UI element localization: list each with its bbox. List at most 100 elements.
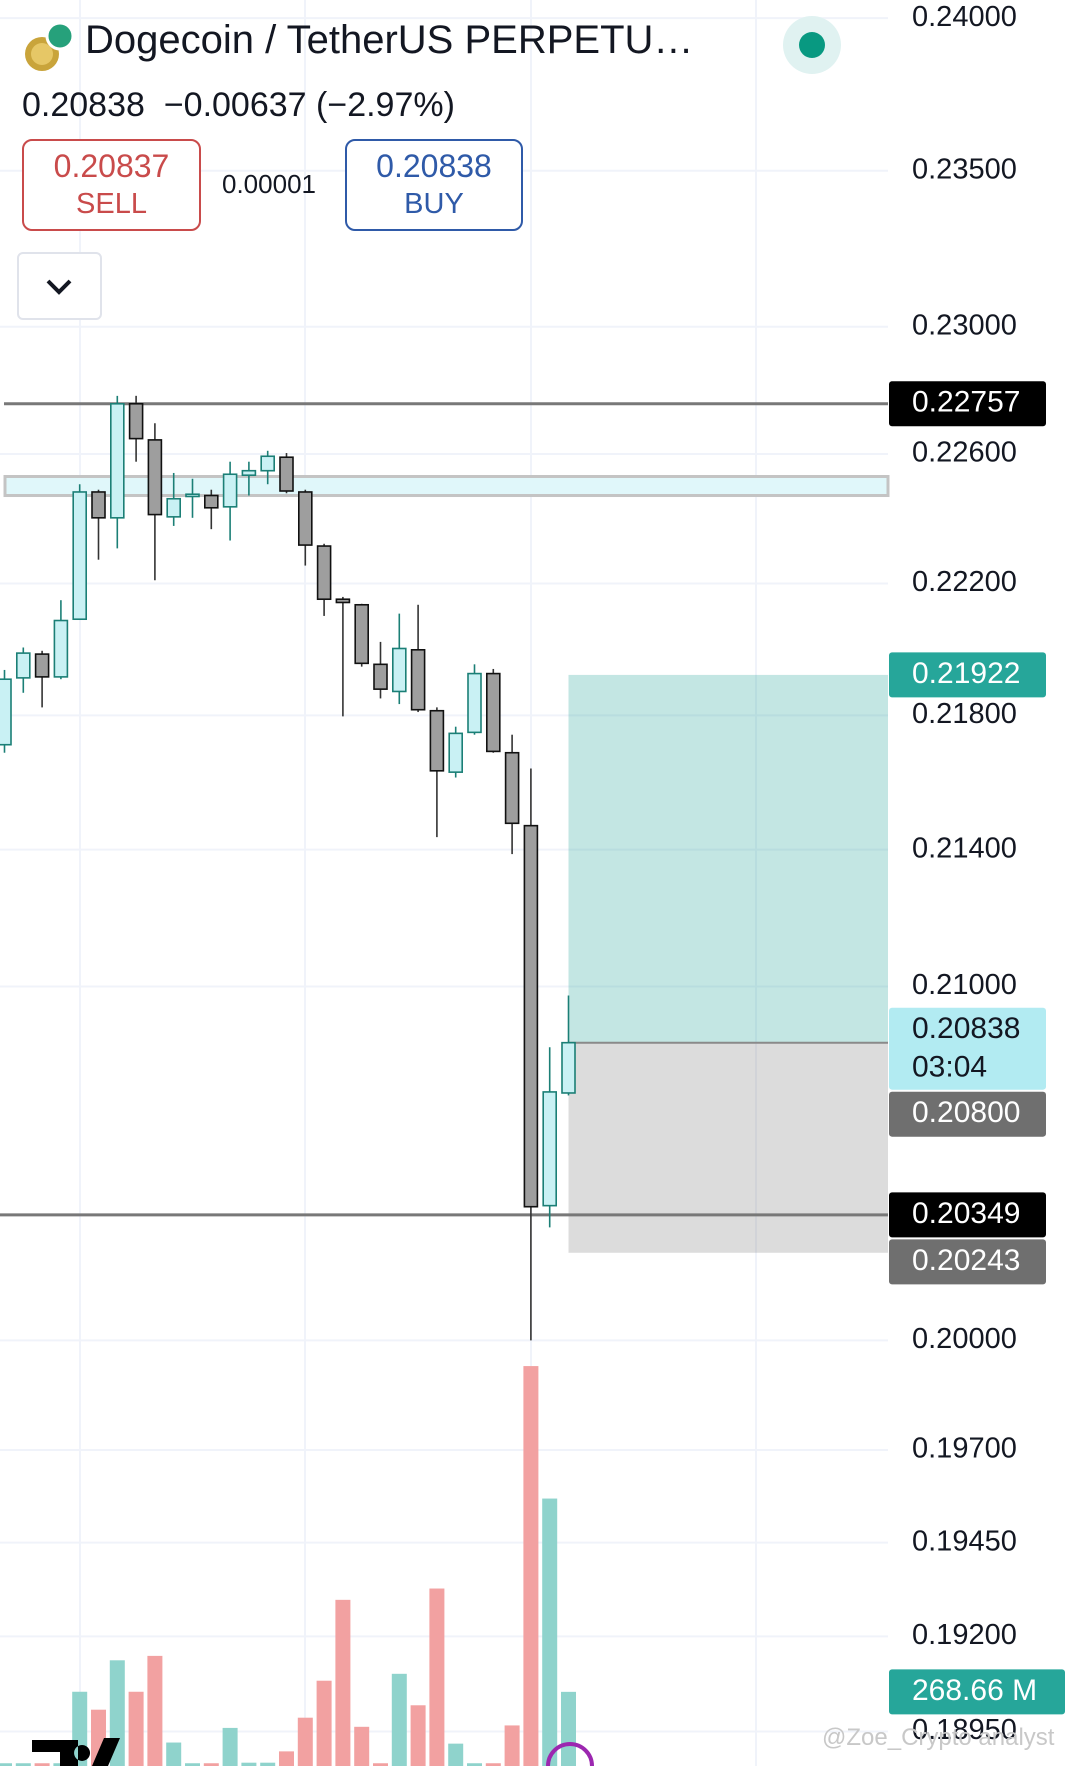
candle-body: [335, 598, 351, 604]
volume-bar: [542, 1498, 558, 1766]
price-tag: [889, 652, 1046, 698]
y-tick-label: 0.22600: [912, 437, 1017, 469]
status-button[interactable]: [782, 15, 842, 75]
position-loss: [568, 1042, 888, 1253]
price-tag-label: 0.20349: [912, 1197, 1020, 1230]
price-change: −0.00637 (−2.97%): [163, 86, 455, 124]
y-tick-label: 0.21800: [912, 698, 1017, 730]
candle-body: [260, 455, 276, 472]
price-tag-label: 0.20838: [912, 1012, 1020, 1045]
volume-tag: [889, 1669, 1065, 1715]
status-dot: [799, 32, 825, 58]
volume-bar: [354, 1726, 370, 1766]
candle-body: [448, 732, 464, 773]
position-profit: [568, 674, 888, 1043]
dropdown-button[interactable]: [17, 252, 102, 320]
symbol-logo: [25, 21, 75, 71]
price-tag-label: 0.21922: [912, 657, 1020, 690]
tv-logo: [32, 1738, 120, 1766]
y-tick-label: 0.22200: [912, 566, 1017, 598]
volume-bar: [297, 1717, 313, 1766]
price-tag-label: 0.20243: [912, 1244, 1020, 1277]
y-tick-label: 0.23500: [912, 153, 1017, 185]
volume-bar: [429, 1588, 445, 1766]
y-tick-label: 0.19700: [912, 1433, 1017, 1465]
last-price: 0.20838: [22, 86, 145, 124]
candle-body: [204, 494, 219, 509]
candle-body: [72, 491, 87, 621]
candle-body: [166, 497, 181, 518]
volume-bar: [561, 1691, 576, 1766]
volume-bar: [15, 1763, 31, 1766]
candle-body: [241, 469, 257, 477]
candle-body: [467, 672, 482, 734]
volume-bar: [222, 1727, 238, 1766]
candle-body: [504, 751, 520, 825]
buy-button[interactable]: 0.20838 BUY: [345, 139, 523, 231]
y-tick-label: 0.20000: [912, 1323, 1017, 1355]
candle-body: [485, 672, 501, 753]
volume-bar: [373, 1763, 388, 1766]
candle-body: [316, 545, 332, 601]
sell-button[interactable]: 0.20837 SELL: [22, 139, 201, 231]
candle-body: [53, 619, 69, 678]
volume-bar: [410, 1705, 426, 1766]
volume-bar: [185, 1763, 200, 1766]
candle-body: [147, 439, 163, 516]
candle-body: [15, 652, 31, 679]
volume-bar: [467, 1763, 482, 1766]
price-tag-label: 0.20800: [912, 1096, 1020, 1129]
tether-icon: [45, 21, 75, 51]
price-tag-countdown: 03:04: [912, 1051, 987, 1084]
volume-bar: [260, 1762, 276, 1766]
volume-bar: [316, 1680, 332, 1766]
candle-body: [222, 473, 238, 508]
y-tick-label: 0.23000: [912, 309, 1017, 341]
candle-body: [185, 493, 200, 498]
volume-tag-label: 268.66 M: [912, 1674, 1037, 1707]
volume-bar: [485, 1763, 501, 1766]
candle-body: [410, 649, 426, 711]
volume-bar: [241, 1762, 257, 1766]
candle-body: [279, 456, 294, 492]
candle-body: [542, 1091, 558, 1207]
volume-bar: [203, 1763, 219, 1766]
volume-bar: [128, 1691, 144, 1766]
y-tick-label: 0.19450: [912, 1525, 1017, 1557]
price-tag: [889, 1192, 1046, 1238]
candle-body: [297, 491, 313, 546]
volume-bar: [504, 1725, 520, 1766]
candle-body: [391, 647, 407, 693]
spread: 0.00001: [222, 169, 316, 199]
buy-price: 0.20838: [376, 148, 492, 184]
volume-bar: [391, 1673, 407, 1766]
doge-icon-inner: [31, 43, 53, 65]
candle-body: [354, 603, 370, 665]
candle-body: [429, 709, 445, 772]
candle-body: [373, 663, 388, 690]
price-tag: [889, 381, 1046, 427]
price-tag: [889, 1091, 1046, 1137]
candle-body: [0, 678, 12, 746]
price-line: 0.20838 −0.00637 (−2.97%): [22, 86, 455, 125]
y-tick-label: 0.21000: [912, 969, 1017, 1001]
price-tag: [889, 1007, 1046, 1090]
candle-body: [523, 824, 539, 1208]
volume-bar: [448, 1743, 464, 1766]
sell-price: 0.20837: [53, 148, 170, 184]
chevron: [46, 279, 72, 295]
volume-bar: [147, 1655, 163, 1766]
volume-bar: [34, 1763, 50, 1766]
y-tick-label: 0.21400: [912, 832, 1017, 864]
indicator-badge: [546, 1742, 594, 1766]
volume-bar: [279, 1751, 294, 1766]
candle-body: [91, 491, 106, 519]
volume-bar: [523, 1366, 539, 1766]
volume-bar: [0, 1763, 12, 1766]
candle-body: [128, 402, 144, 440]
symbol-title: Dogecoin / TetherUS PERPETU…: [85, 18, 694, 62]
candle-body: [561, 1041, 576, 1094]
candle-body: [110, 402, 125, 519]
